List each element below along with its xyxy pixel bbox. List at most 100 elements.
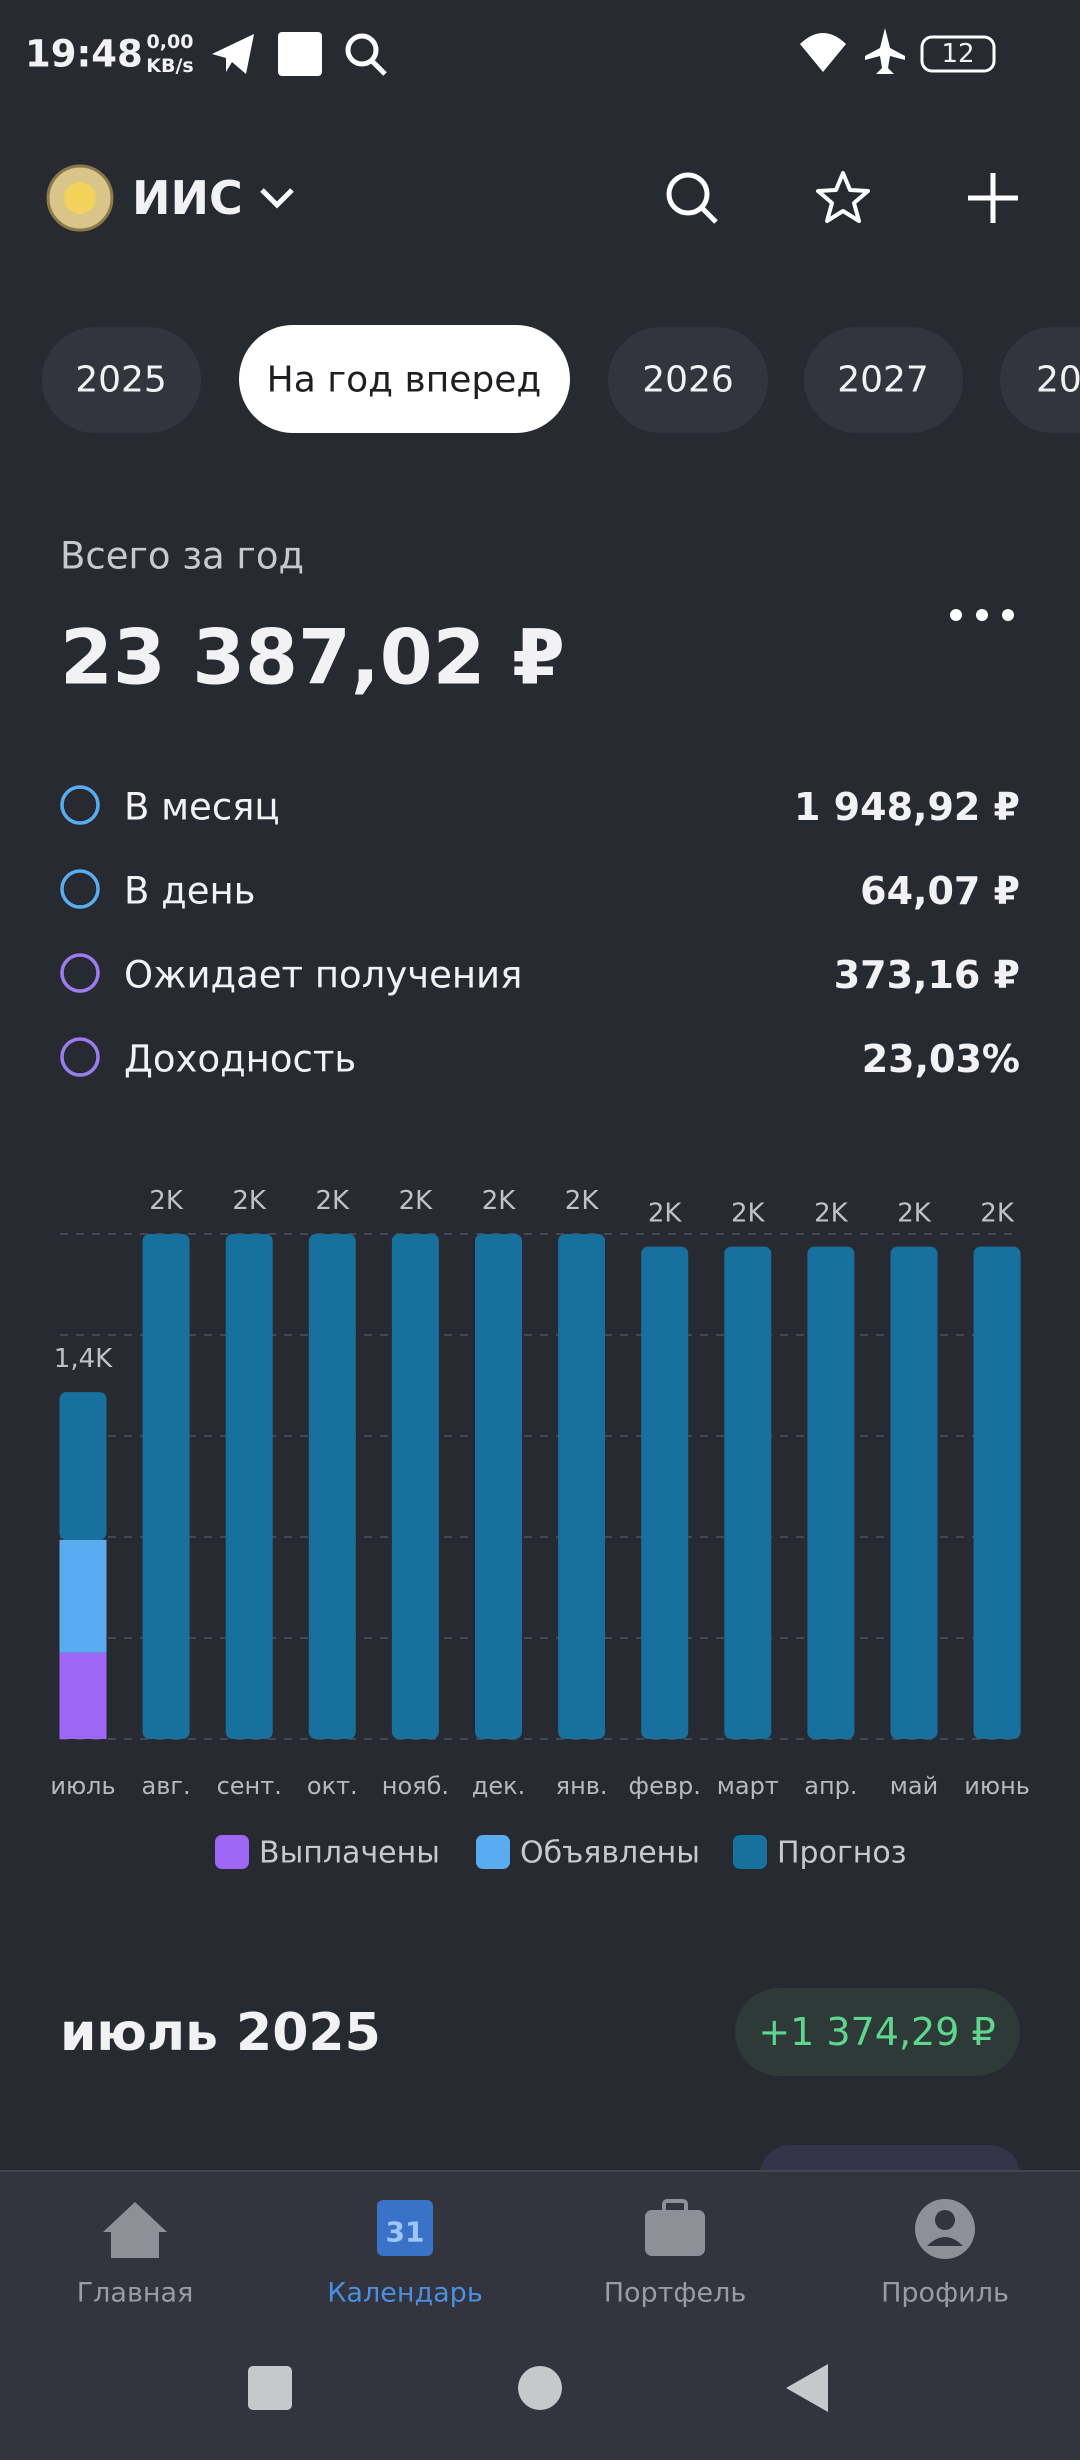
- battery-icon: [920, 35, 996, 73]
- dot: [950, 609, 962, 621]
- search-handle: [700, 206, 718, 224]
- value-label: 2K: [731, 1199, 766, 1229]
- tab-label: 2027: [837, 360, 929, 401]
- x-tick-label: июнь: [964, 1772, 1030, 1800]
- wifi-icon: [800, 33, 846, 72]
- bar-segment: [59, 1539, 107, 1653]
- tab[interactable]: [42, 327, 201, 433]
- x-tick-label: май: [890, 1772, 938, 1800]
- bar-segment: [308, 1234, 356, 1739]
- more-button[interactable]: [950, 609, 1014, 621]
- month-title: июль 2025: [60, 2003, 381, 2063]
- value-label: 2K: [897, 1199, 932, 1229]
- stat-icon: [60, 953, 100, 993]
- nav-profile-head: [935, 2210, 955, 2230]
- nav-label: Профиль: [881, 2278, 1009, 2309]
- value-label: 2K: [399, 1186, 434, 1216]
- bar-segment: [475, 1234, 522, 1739]
- favorite-button[interactable]: [816, 171, 870, 223]
- bottom-nav: [0, 2171, 1080, 2460]
- tab[interactable]: [804, 327, 963, 433]
- battery-level: 12: [941, 39, 974, 69]
- value-label: 1,4K: [54, 1344, 113, 1374]
- bar-segment: [973, 1246, 1021, 1739]
- x-tick-label: март: [717, 1772, 779, 1800]
- value-label: 2K: [149, 1186, 184, 1216]
- x-tick-label: февр.: [629, 1772, 701, 1800]
- sys-home[interactable]: [518, 2366, 562, 2410]
- legend-label: Объявлены: [520, 1836, 700, 1871]
- bybit-icon: [278, 32, 322, 76]
- stat-label: В день: [124, 870, 256, 913]
- bar-segment: [807, 1246, 855, 1739]
- month-amount-badge: [735, 1988, 1020, 2076]
- bar-segment: [391, 1234, 439, 1739]
- bar-segment: [641, 1246, 689, 1739]
- legend-swatch: [733, 1835, 767, 1869]
- x-tick-label: авг.: [142, 1772, 191, 1800]
- stat-value: 64,07 ₽: [860, 869, 1020, 913]
- bar-segment: [558, 1234, 606, 1739]
- bar-segment: [142, 1234, 190, 1739]
- search-button[interactable]: [666, 172, 710, 216]
- nav-profile-body: [927, 2237, 963, 2246]
- x-tick-label: дек.: [472, 1772, 525, 1800]
- nav-home-icon[interactable]: [103, 2202, 167, 2258]
- summary-total: 23 387,02 ₽: [60, 613, 565, 702]
- stat-value: 373,16 ₽: [834, 953, 1020, 997]
- bar-segment: [890, 1246, 938, 1739]
- value-label: 2K: [814, 1199, 849, 1229]
- status-speed: 0,00: [147, 31, 194, 53]
- nav-label: Портфель: [604, 2278, 747, 2309]
- tab-label: 2026: [642, 360, 734, 401]
- sys-back[interactable]: [786, 2364, 828, 2412]
- value-label: 2K: [980, 1199, 1015, 1229]
- status-speed-unit: KB/s: [146, 55, 193, 77]
- tab-label: На год вперед: [267, 360, 542, 401]
- nav-portfolio-handle: [662, 2199, 688, 2215]
- nav-label: Календарь: [327, 2278, 483, 2309]
- chart: 1,4K июль 2K авг. 2K сент. 2K окт. 2K нояб. 2K дек.…: [50, 1186, 1030, 1871]
- telegram-icon: [212, 34, 254, 74]
- month-amount: +1 374,29 ₽: [758, 2010, 995, 2054]
- add-button[interactable]: [968, 173, 1018, 223]
- nav-label: Главная: [77, 2278, 194, 2309]
- stat-value: 1 948,92 ₽: [794, 785, 1020, 829]
- bar-segment: [59, 1652, 107, 1739]
- stat-icon: [60, 785, 100, 825]
- dot: [976, 609, 988, 621]
- account-dropdown[interactable]: [260, 188, 294, 209]
- sys-recent[interactable]: [248, 2366, 292, 2410]
- status-search-handle: [370, 59, 387, 76]
- value-label: 2K: [648, 1199, 683, 1229]
- nav-calendar-day: 31: [386, 2216, 425, 2249]
- value-label: 2K: [565, 1186, 600, 1216]
- stat-label: Доходность: [124, 1038, 356, 1081]
- summary-label: Всего за год: [60, 535, 304, 578]
- nav-calendar-icon[interactable]: [377, 2200, 433, 2256]
- dot: [1002, 609, 1014, 621]
- x-tick-label: апр.: [804, 1772, 857, 1800]
- tab-selected[interactable]: [239, 325, 570, 433]
- account-title[interactable]: ИИС: [132, 171, 243, 225]
- value-label: 2K: [232, 1186, 267, 1216]
- legend-swatch: [215, 1835, 249, 1869]
- x-tick-label: нояб.: [382, 1772, 449, 1800]
- bar-segment: [59, 1392, 107, 1540]
- x-tick-label: сент.: [217, 1772, 282, 1800]
- legend-label: Прогноз: [777, 1836, 907, 1871]
- tab-label: 20: [1036, 360, 1080, 401]
- value-label: 2K: [482, 1186, 517, 1216]
- x-tick-label: окт.: [307, 1772, 358, 1800]
- nav-portfolio-icon[interactable]: [645, 2210, 705, 2256]
- bar-segment: [724, 1246, 772, 1739]
- stat-icon: [60, 869, 100, 909]
- legend-swatch: [476, 1835, 510, 1869]
- status-time: 19:48: [25, 33, 143, 76]
- stat-icon: [60, 1037, 100, 1077]
- x-tick-label: янв.: [556, 1772, 608, 1800]
- tab[interactable]: [608, 327, 768, 433]
- stat-value: 23,03%: [862, 1037, 1020, 1081]
- tab[interactable]: [1000, 327, 1080, 433]
